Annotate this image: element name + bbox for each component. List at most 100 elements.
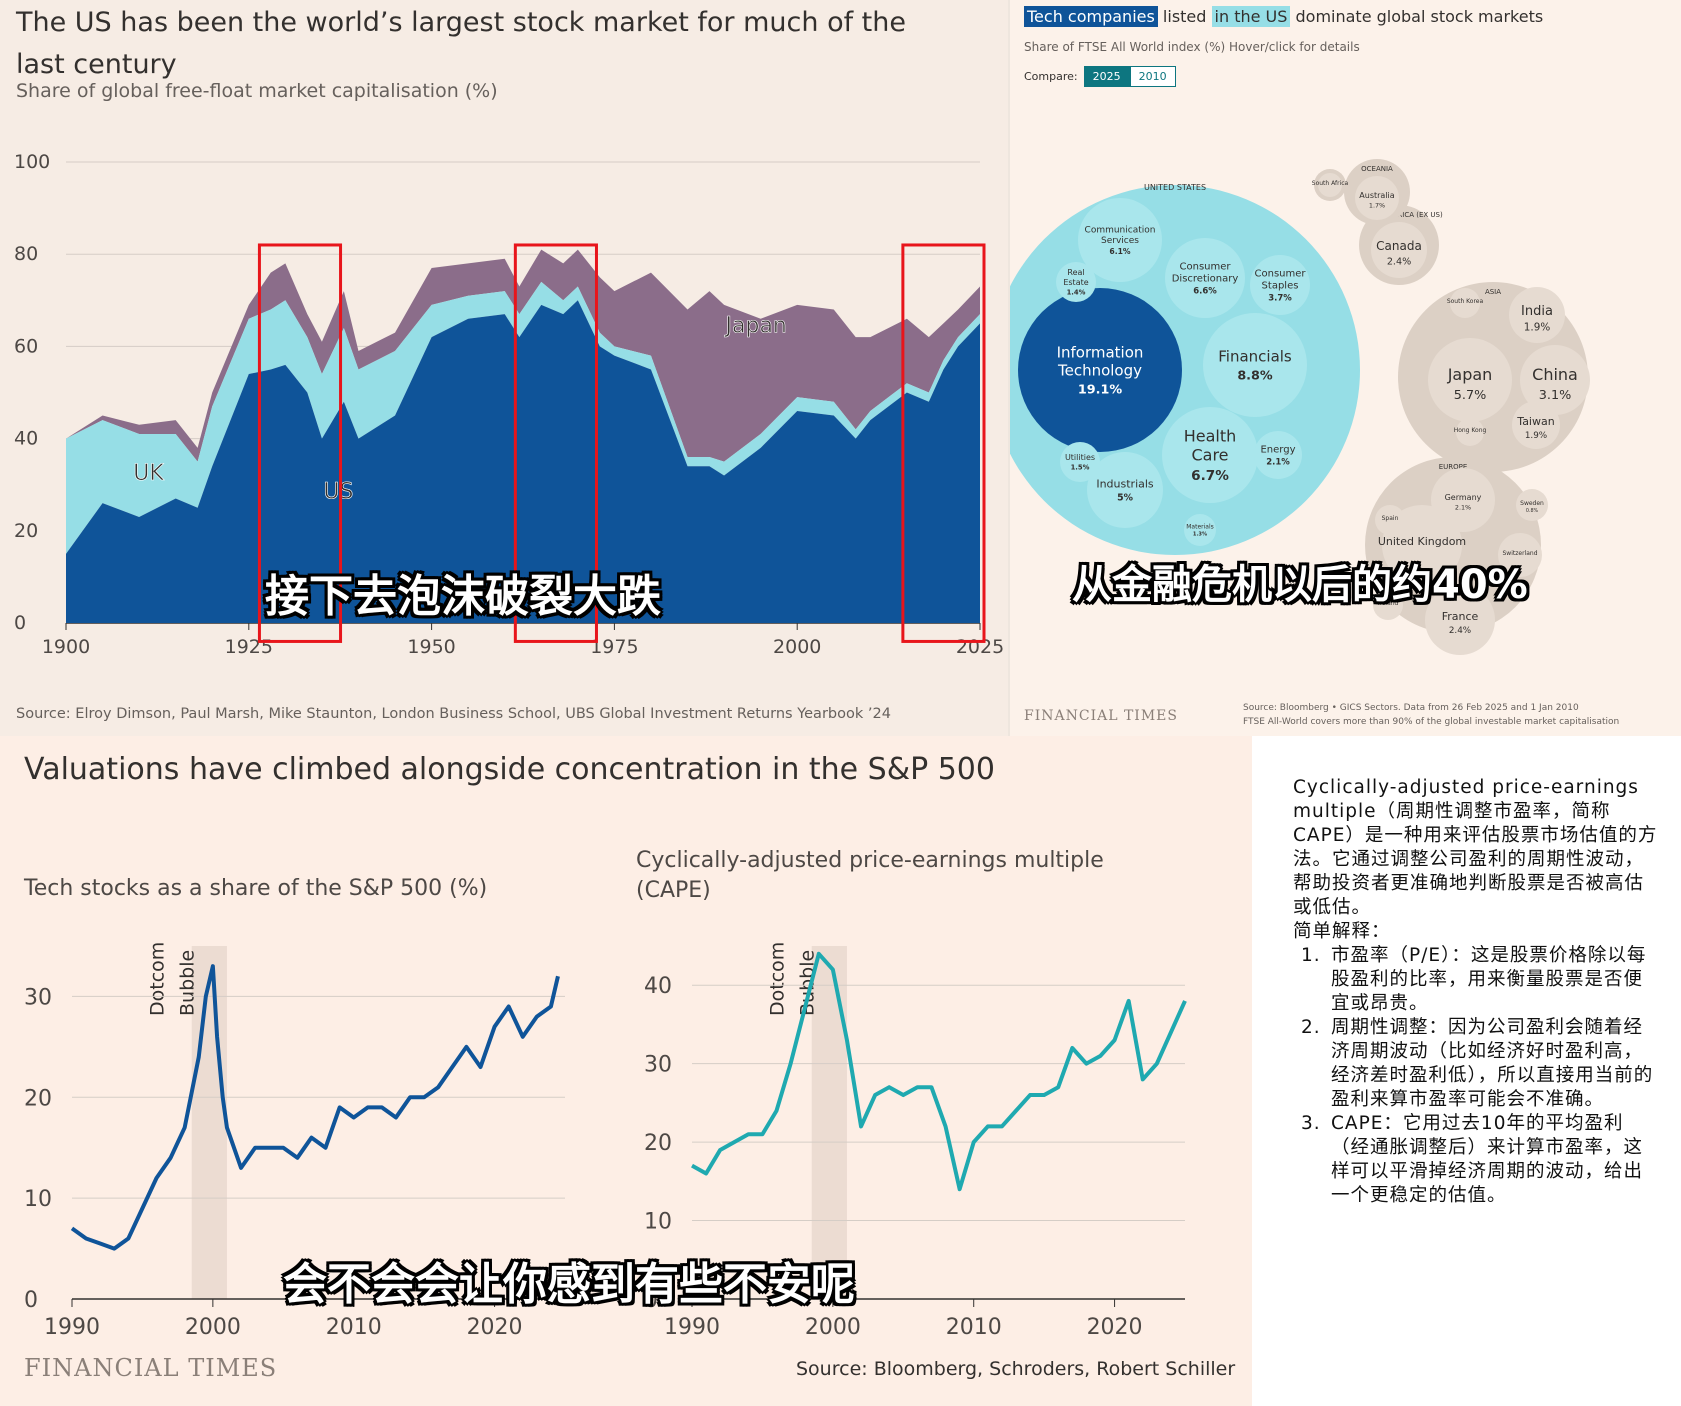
sector-label: Services xyxy=(1101,236,1139,246)
y-tick-label: 10 xyxy=(24,1187,52,1212)
country-bubble xyxy=(1318,173,1342,197)
country-label: Switzerland xyxy=(1503,550,1538,557)
sector-bubble xyxy=(1162,407,1258,503)
country-bubble xyxy=(1520,345,1590,415)
highlight-box xyxy=(513,243,598,643)
country-bubble xyxy=(1425,585,1495,655)
country-label: Germany xyxy=(1445,493,1482,502)
y-tick-label: 100 xyxy=(14,151,50,173)
country-value: 1.7% xyxy=(1369,202,1385,210)
area-us xyxy=(66,300,980,623)
bubble-subtitle: Share of FTSE All World index (%) Hover/… xyxy=(1024,40,1360,54)
country-value: 2.4% xyxy=(1449,626,1471,636)
country-bubble xyxy=(1371,222,1427,278)
video-subtitle: 从金融危机以后的约40% xyxy=(1072,562,1528,608)
ftse-bubble-panel: Tech companies listed in the US dominate… xyxy=(1008,0,1681,736)
y-tick-label: 30 xyxy=(24,985,52,1010)
sector-value: 6.6% xyxy=(1193,287,1217,297)
country-bubble xyxy=(1431,468,1495,532)
sector-bubble xyxy=(1018,288,1182,452)
x-tick-label: 1900 xyxy=(42,636,90,658)
country-bubble xyxy=(1375,505,1405,535)
sector-label: Discretionary xyxy=(1172,274,1239,285)
x-tick-label: 1990 xyxy=(664,1315,720,1340)
title-highlight-tech: Tech companies xyxy=(1024,6,1158,27)
series-label: US xyxy=(323,480,353,505)
chart-title: The US has been the world’s largest stoc… xyxy=(16,7,906,80)
country-label: India xyxy=(1521,304,1553,319)
band-label: Dotcom xyxy=(147,942,169,1016)
x-tick-label: 2025 xyxy=(956,636,1004,658)
region-label: ASIA xyxy=(1485,288,1501,296)
note-item: 3. CAPE：它用过去10年的平均盈利（经通胀调整后）来计算市盈率，这样可以平滑… xyxy=(1301,1112,1658,1208)
x-tick-label: 2020 xyxy=(1087,1315,1143,1340)
sector-bubble xyxy=(1056,262,1096,302)
sector-bubble xyxy=(1184,514,1216,546)
x-tick-label: 2010 xyxy=(326,1315,382,1340)
sector-label: Estate xyxy=(1063,278,1088,287)
area-uk xyxy=(66,281,980,554)
sector-bubble xyxy=(1060,442,1100,482)
y-tick-label: 20 xyxy=(14,520,38,542)
y-tick-label: 40 xyxy=(644,974,672,999)
country-label: Sweden xyxy=(1520,500,1544,507)
sector-label: Technology xyxy=(1057,361,1142,379)
sector-label: Staples xyxy=(1262,281,1299,292)
compare-label: Compare: xyxy=(1024,70,1078,83)
region-label: OCEANIA xyxy=(1361,165,1393,173)
note-item: 2. 周期性调整：因为公司盈利会随着经济周期波动（比如经济好时盈利高，经济差时盈利… xyxy=(1301,1016,1658,1112)
sector-value: 19.1% xyxy=(1078,382,1122,397)
video-subtitle: 会不会会让你感到有些不安呢 xyxy=(283,1259,855,1310)
sector-label: Communication xyxy=(1085,225,1156,235)
country-bubble xyxy=(1509,287,1565,343)
market-share-panel: The US has been the world’s largest stoc… xyxy=(0,0,1008,736)
sector-bubble xyxy=(1165,238,1245,318)
sector-label: Care xyxy=(1191,446,1228,465)
sector-value: 1.3% xyxy=(1193,532,1207,538)
x-tick-label: 1975 xyxy=(590,636,638,658)
compare-2010-button[interactable]: 2010 xyxy=(1129,66,1176,87)
series-label: UK xyxy=(133,461,164,486)
x-tick-label: 1990 xyxy=(44,1315,100,1340)
band-label: Bubble xyxy=(177,950,199,1016)
x-tick-label: 2000 xyxy=(805,1315,861,1340)
y-tick-label: 30 xyxy=(644,1053,672,1078)
sector-value: 1.5% xyxy=(1071,464,1090,472)
country-label: Hong Kong xyxy=(1454,427,1487,434)
bubble-source-2: FTSE All-World covers more than 90% of t… xyxy=(1243,717,1620,727)
sector-label: Utilities xyxy=(1065,453,1095,462)
country-value: 1.9% xyxy=(1525,431,1547,441)
data-line xyxy=(691,951,1187,1192)
country-value: 1.9% xyxy=(1524,322,1551,334)
sector-value: 6.1% xyxy=(1109,247,1131,256)
country-value: 3.1% xyxy=(1539,388,1572,403)
us-label: UNITED STATES xyxy=(1144,183,1206,192)
sector-value: 5% xyxy=(1117,492,1134,503)
series-label: Japan xyxy=(724,314,787,339)
country-label: South Korea xyxy=(1447,298,1484,305)
chart-subtitle: Share of global free-float market capita… xyxy=(16,80,498,102)
sector-label: Consumer xyxy=(1180,262,1232,273)
x-tick-label: 2010 xyxy=(946,1315,1002,1340)
cape-chart: Dotcom Bubble 0 10 20 30 40 1990 2000 2010 2020 xyxy=(644,942,1187,1340)
compare-2025-button[interactable]: 2025 xyxy=(1083,66,1130,87)
country-bubble xyxy=(1516,489,1548,521)
data-line xyxy=(70,964,560,1251)
y-tick-label: 60 xyxy=(14,335,38,357)
x-tick-label: 2000 xyxy=(185,1315,241,1340)
country-label: Spain xyxy=(1382,515,1399,522)
cape-explanation: Cyclically-adjusted price-earnings multi… xyxy=(1293,776,1658,1208)
valuation-title: Valuations have climbed alongside concen… xyxy=(24,752,995,787)
note-number: 3. xyxy=(1301,1113,1321,1134)
country-bubble xyxy=(1512,401,1560,449)
y-tick-label: 0 xyxy=(24,1288,38,1313)
sector-label: Financials xyxy=(1218,347,1292,365)
valuation-panel: Valuations have climbed alongside concen… xyxy=(0,736,1252,1406)
region-label: EUROPE xyxy=(1439,463,1468,471)
sector-label: Consumer xyxy=(1255,269,1307,280)
country-label: China xyxy=(1532,365,1578,384)
country-label: United Kingdom xyxy=(1378,535,1466,548)
area-japan xyxy=(66,249,980,462)
cape-title: Cyclically-adjusted price-earnings multi… xyxy=(636,848,1104,903)
